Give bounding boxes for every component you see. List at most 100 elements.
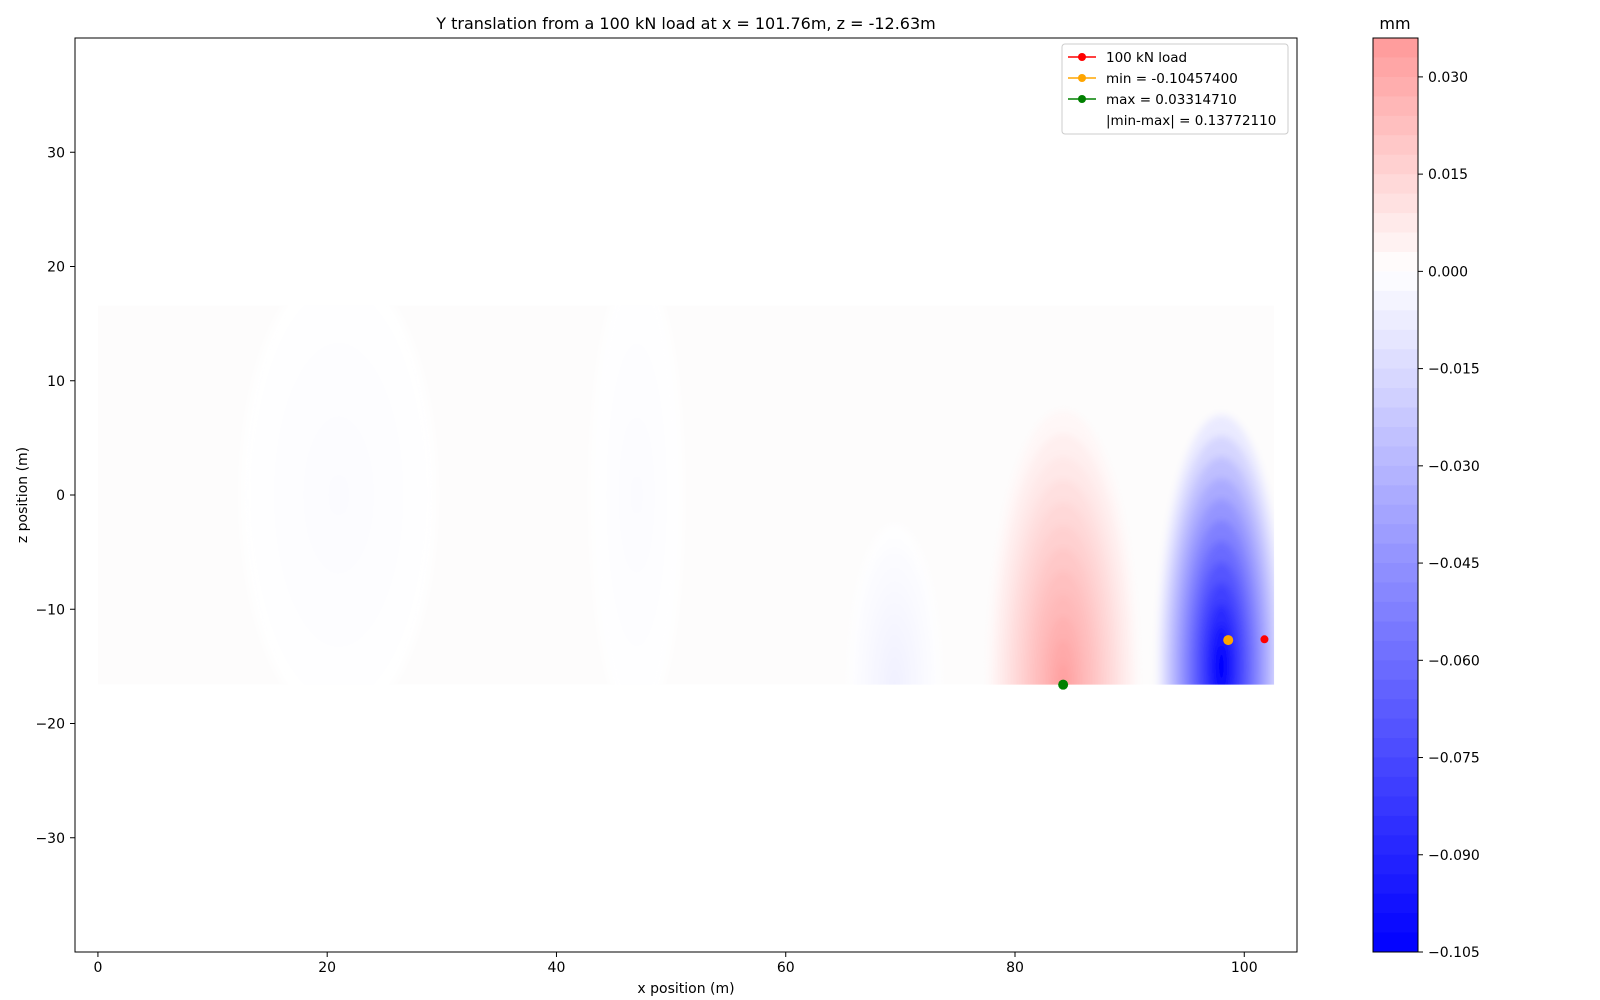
- colorbar-band: [1373, 465, 1418, 486]
- colorbar-band: [1373, 154, 1418, 175]
- legend-label: min = -0.10457400: [1106, 71, 1238, 87]
- colorbar-band: [1373, 174, 1418, 194]
- y-tick-label: 30: [47, 145, 65, 161]
- colorbar-tick-label: −0.105: [1428, 945, 1480, 961]
- colorbar-band: [1373, 485, 1418, 505]
- colorbar-band: [1373, 251, 1418, 272]
- x-tick-label: 40: [548, 960, 566, 976]
- colorbar-tick-label: 0.000: [1428, 264, 1468, 280]
- colorbar-band: [1373, 932, 1418, 952]
- contour-region: [848, 524, 941, 685]
- colorbar-band: [1373, 582, 1418, 602]
- colorbar-band: [1373, 96, 1418, 116]
- colorbar-band: [1373, 76, 1418, 97]
- marker-point: [1260, 635, 1269, 644]
- colorbar-band: [1373, 135, 1418, 155]
- x-tick-label: 100: [1231, 960, 1258, 976]
- contour-level: [1216, 645, 1227, 685]
- legend-label: max = 0.03314710: [1106, 92, 1237, 108]
- colorbar-band: [1373, 388, 1418, 408]
- x-tick-label: 0: [93, 960, 102, 976]
- contour-level: [890, 671, 899, 685]
- y-tick-label: 20: [47, 260, 65, 276]
- colorbar-tick-label: −0.075: [1428, 751, 1480, 767]
- colorbar-band: [1373, 115, 1418, 136]
- colorbar-ticks: 0.030 0.015 0.000 −0.015 −0.030 −0.045 −0.060 −…: [1418, 70, 1480, 961]
- y-axis: −30 −20 −10 0 10 20 30: [35, 145, 75, 847]
- colorbar-band: [1373, 601, 1418, 622]
- x-tick-label: 80: [1006, 960, 1024, 976]
- contour-region: [1158, 415, 1275, 685]
- colorbar-band: [1373, 913, 1418, 933]
- colorbar-tick-label: −0.045: [1428, 556, 1480, 572]
- legend-marker: [1078, 74, 1086, 82]
- deck-field: [97, 305, 1275, 685]
- colorbar-band: [1373, 213, 1418, 233]
- colorbar-band: [1373, 835, 1418, 855]
- y-tick-label: −20: [35, 717, 65, 733]
- colorbar-band: [1373, 290, 1418, 311]
- legend-label: |min-max| = 0.13772110: [1106, 113, 1276, 129]
- colorbar-band: [1373, 893, 1418, 914]
- colorbar-tick-label: −0.090: [1428, 848, 1480, 864]
- contour-level: [632, 475, 641, 515]
- legend-entry: 100 kN load: [1068, 50, 1187, 66]
- legend: 100 kN load min = -0.10457400 max = 0.0331…: [1061, 43, 1289, 135]
- colorbar-band: [1373, 407, 1418, 427]
- colorbar-band: [1373, 776, 1418, 797]
- colorbar-band: [1373, 815, 1418, 836]
- y-tick-label: −10: [35, 602, 65, 618]
- colorbar-band: [1373, 504, 1418, 525]
- colorbar-band: [1373, 563, 1418, 583]
- contour-level: [1056, 661, 1070, 685]
- colorbar-band: [1373, 349, 1418, 369]
- colorbar-label: mm: [1379, 14, 1410, 33]
- marker-point: [1058, 679, 1069, 690]
- colorbar-band: [1373, 368, 1418, 389]
- colorbar-band: [1373, 310, 1418, 330]
- x-tick-label: 60: [777, 960, 795, 976]
- contour-region: [241, 305, 437, 685]
- colorbar-band: [1373, 271, 1418, 291]
- colorbar: mm 0.030 0.015 0.000 −0.015 −0.030 −0.045 −0.0…: [1372, 14, 1480, 961]
- colorbar-band: [1373, 718, 1418, 739]
- markers: [1058, 635, 1269, 690]
- colorbar-band: [1373, 193, 1418, 214]
- colorbar-band: [1373, 640, 1418, 661]
- colorbar-band: [1373, 232, 1418, 252]
- colorbar-tick-label: −0.060: [1428, 653, 1480, 669]
- legend-label: 100 kN load: [1106, 50, 1187, 66]
- colorbar-band: [1373, 38, 1418, 58]
- y-tick-label: −30: [35, 831, 65, 847]
- colorbar-band: [1373, 621, 1418, 641]
- y-axis-label: z position (m): [15, 447, 31, 543]
- colorbar-band: [1373, 738, 1418, 758]
- colorbar-frame: [1372, 37, 1419, 953]
- x-tick-label: 20: [318, 960, 336, 976]
- colorbar-band: [1373, 874, 1418, 894]
- colorbar-band: [1373, 699, 1418, 719]
- x-axis-label: x position (m): [637, 981, 734, 997]
- colorbar-tick-label: −0.015: [1428, 362, 1480, 378]
- chart-title: Y translation from a 100 kN load at x = …: [435, 14, 936, 33]
- colorbar-band: [1373, 524, 1418, 544]
- contour-region: [988, 410, 1138, 685]
- legend-box: [1061, 43, 1289, 135]
- legend-marker: [1078, 95, 1086, 103]
- colorbar-band: [1373, 543, 1418, 564]
- plot-area: 0 20 40 60 80 100 −30 −20 −10 0 10 20 30: [35, 37, 1298, 976]
- y-tick-label: 10: [47, 374, 65, 390]
- colorbar-band: [1373, 426, 1418, 447]
- colorbar-band: [1373, 679, 1418, 700]
- colorbar-tick-label: 0.015: [1428, 167, 1468, 183]
- legend-entry: max = 0.03314710: [1068, 92, 1237, 108]
- colorbar-band: [1373, 57, 1418, 77]
- colorbar-tick-label: 0.030: [1428, 70, 1468, 86]
- colorbar-band: [1373, 757, 1418, 777]
- colorbar-band: [1373, 446, 1418, 466]
- legend-marker: [1078, 53, 1086, 61]
- colorbar-band: [1373, 329, 1418, 350]
- y-tick-label: 0: [56, 488, 65, 504]
- colorbar-band: [1373, 660, 1418, 680]
